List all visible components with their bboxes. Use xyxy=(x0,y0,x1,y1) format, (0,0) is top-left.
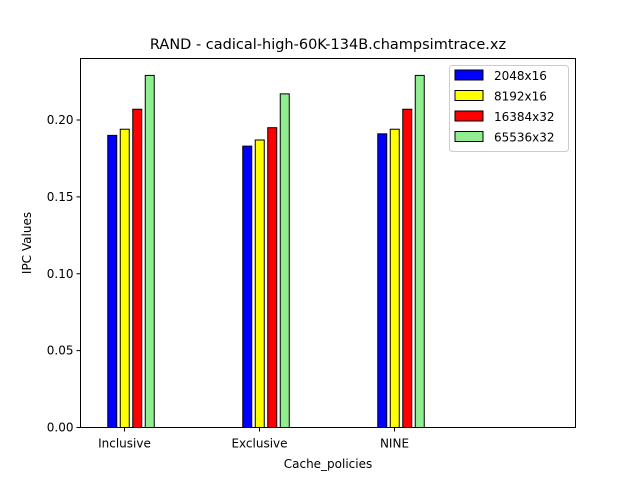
y-tick-label: 0.20 xyxy=(47,113,74,127)
bar-2048x16-NINE xyxy=(377,133,388,428)
legend-label-16384x32: 16384x32 xyxy=(494,110,555,124)
x-tick-label: Inclusive xyxy=(98,437,151,451)
legend-label-8192x16: 8192x16 xyxy=(494,90,547,104)
bar-65536x32-NINE xyxy=(414,74,425,428)
legend-swatch-2048x16 xyxy=(454,69,484,81)
y-axis-ticks: 0.00 0.05 0.10 0.15 0.20 xyxy=(47,113,81,435)
legend-swatch-16384x32 xyxy=(454,110,484,122)
y-tick-label: 0.10 xyxy=(47,267,74,281)
plot-frame xyxy=(80,58,576,428)
bar-16384x32-Inclusive xyxy=(132,108,143,429)
x-tick-label: Exclusive xyxy=(231,437,287,451)
legend-swatch-8192x16 xyxy=(454,90,484,101)
legend: 2048x16 8192x16 16384x32 65536x32 xyxy=(449,65,569,152)
bars-group xyxy=(107,74,425,429)
legend-swatch-65536x32 xyxy=(454,131,484,142)
chart-title: RAND - cadical-high-60K-134B.champsimtra… xyxy=(150,37,506,53)
x-axis-label: Cache_policies xyxy=(284,457,373,471)
bar-8192x16-NINE xyxy=(389,128,400,428)
bar-2048x16-Exclusive xyxy=(242,145,253,428)
bar-65536x32-Inclusive xyxy=(144,74,155,428)
legend-label-65536x32: 65536x32 xyxy=(494,131,555,145)
bar-65536x32-Exclusive xyxy=(279,93,290,429)
x-tick-label: NINE xyxy=(380,437,409,451)
legend-label-2048x16: 2048x16 xyxy=(494,69,547,83)
y-tick-label: 0.15 xyxy=(47,190,74,204)
legend-frame xyxy=(449,65,569,152)
x-axis-ticks: Inclusive Exclusive NINE xyxy=(98,427,409,451)
bar-2048x16-Inclusive xyxy=(107,134,118,428)
y-axis-label: IPC Values xyxy=(20,212,34,274)
bar-8192x16-Exclusive xyxy=(254,139,265,429)
bar-16384x32-NINE xyxy=(402,108,413,429)
bar-8192x16-Inclusive xyxy=(119,128,130,428)
y-tick-label: 0.05 xyxy=(47,344,74,358)
bar-16384x32-Exclusive xyxy=(267,127,278,428)
y-tick-label: 0.00 xyxy=(47,421,74,435)
